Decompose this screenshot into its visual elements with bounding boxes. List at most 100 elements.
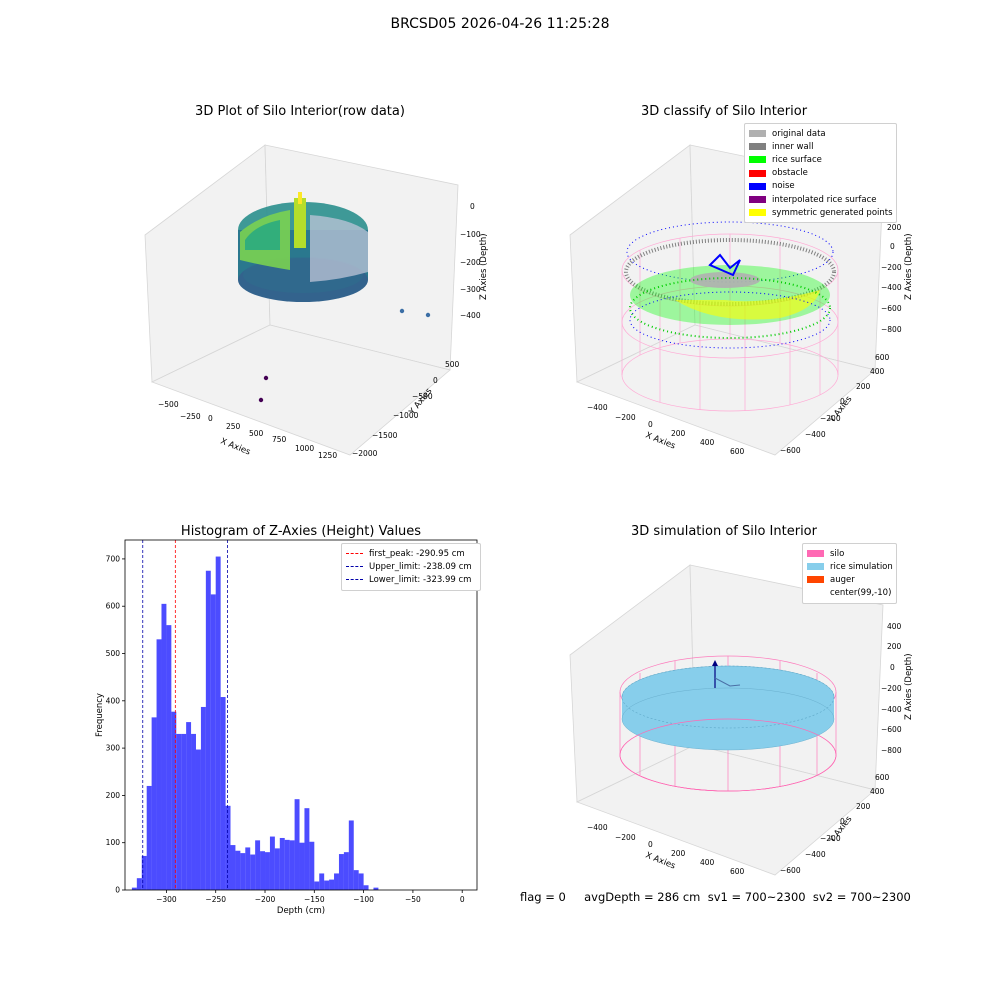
z-tick: 400	[887, 622, 902, 631]
legend-swatch-rice-surface	[749, 156, 766, 164]
y-tick: −200	[820, 834, 841, 843]
legend-entry: silo	[807, 547, 892, 560]
panel4-title: 3D simulation of Silo Interior	[631, 524, 817, 539]
histogram-bar	[269, 836, 275, 890]
histogram-bar	[304, 808, 310, 890]
histogram-bar	[284, 839, 290, 890]
z-tick: −200	[881, 684, 902, 693]
z-tick: 0	[890, 663, 895, 672]
histogram-bar	[348, 820, 354, 890]
histogram-bar	[289, 840, 295, 890]
legend-swatch-inner-wall	[749, 143, 766, 151]
z-tick: −400	[881, 283, 902, 292]
z-tick: −100	[460, 230, 481, 239]
x-tick-label: −300	[156, 895, 177, 904]
x-tick: 250	[226, 422, 241, 431]
simulation-3d-plot: −400 −200 0 200 400 600 −600 −400 −200 0…	[569, 564, 914, 876]
x-axis-label: Depth (cm)	[277, 906, 325, 916]
z-axis-label: Z Axies (Depth)	[479, 233, 489, 300]
x-tick: −400	[587, 403, 608, 412]
panel3-title: Histogram of Z-Axies (Height) Values	[180, 524, 422, 539]
y-tick: −600	[780, 446, 801, 455]
histogram-bar	[181, 733, 187, 890]
raw-data-3d-plot: −500 −250 0 250 500 750 1000 1250 −2000 …	[144, 144, 489, 460]
x-tick: 750	[272, 435, 287, 444]
histogram-bar	[299, 842, 305, 890]
histogram-bar	[141, 855, 147, 890]
legend-entry: rice simulation	[807, 560, 893, 573]
legend-entry: Upper_limit: -238.09 cm	[346, 560, 476, 573]
y-tick: −400	[805, 430, 826, 439]
y-tick-label: 300	[106, 744, 121, 753]
legend-entry: center(99,-10)	[807, 587, 892, 600]
histogram-bar	[363, 885, 369, 890]
y-tick: −1000	[393, 411, 419, 420]
y-tick: 600	[875, 353, 890, 362]
legend-entry: auger	[807, 573, 892, 586]
histogram-bar	[255, 840, 261, 890]
histogram-bar	[205, 570, 211, 890]
histogram-bar	[215, 556, 221, 890]
histogram-bar	[161, 603, 167, 890]
histogram-bar	[171, 711, 177, 890]
x-tick: 0	[208, 414, 213, 423]
y-tick-label: 700	[106, 554, 121, 563]
histogram-bar	[191, 733, 196, 890]
x-axis-label: X Axies	[219, 437, 252, 458]
z-tick: 200	[887, 223, 902, 232]
histogram-bar	[195, 749, 201, 890]
histogram-bar	[136, 878, 142, 890]
legend-entry: noise	[749, 180, 892, 193]
x-tick: 200	[671, 429, 686, 438]
histogram-bar	[274, 848, 280, 890]
z-tick: −300	[460, 285, 481, 294]
histogram-bar	[329, 879, 335, 890]
legend-swatch-silo	[807, 550, 824, 558]
y-tick: 600	[875, 773, 890, 782]
histogram-bar	[279, 837, 285, 890]
histogram-bar	[220, 697, 226, 890]
legend-line-lower-limit	[346, 579, 363, 581]
legend-entry: original data	[749, 127, 892, 140]
histogram-bar	[230, 845, 236, 890]
x-tick: 400	[700, 858, 715, 867]
y-tick: −1500	[372, 431, 398, 440]
z-tick: 0	[890, 242, 895, 251]
legend-entry: obstacle	[749, 167, 892, 180]
histogram-bar	[225, 805, 231, 890]
legend-swatch-rice-simulation	[807, 563, 824, 571]
legend-swatch-auger	[807, 576, 824, 584]
histogram-bar	[358, 873, 364, 890]
histogram-bar	[334, 873, 339, 890]
histogram-bar	[250, 854, 256, 890]
legend-swatch-obstacle	[749, 169, 766, 177]
x-tick-label: −150	[304, 895, 325, 904]
histogram-bar	[353, 870, 359, 890]
x-tick: −400	[587, 823, 608, 832]
simulation-legend: silo rice simulation auger center(99,-10…	[802, 543, 897, 604]
y-tick: 500	[445, 360, 460, 369]
legend-entry: rice surface	[749, 153, 892, 166]
x-tick: 400	[700, 438, 715, 447]
y-tick-label: 400	[106, 696, 121, 705]
panel2-title: 3D classify of Silo Interior	[640, 104, 808, 119]
x-tick: 1250	[318, 451, 337, 460]
legend-entry: symmetric generated points	[749, 206, 893, 219]
x-tick: 1000	[295, 444, 314, 453]
x-tick: 500	[249, 429, 264, 438]
x-tick: 600	[730, 867, 745, 876]
z-tick: −400	[881, 705, 902, 714]
z-tick: −800	[881, 746, 902, 755]
y-tick: −400	[805, 850, 826, 859]
z-tick: −600	[881, 304, 902, 313]
x-tick: 600	[730, 447, 745, 456]
y-axis-label: Frequency	[95, 693, 105, 737]
x-tick: −200	[615, 833, 636, 842]
legend-entry: first_peak: -290.95 cm	[346, 547, 476, 560]
y-tick: 200	[856, 802, 871, 811]
panel1-title: 3D Plot of Silo Interior(row data)	[195, 104, 405, 119]
histogram-bar	[319, 873, 325, 890]
x-tick: −200	[615, 413, 636, 422]
histogram-bar	[131, 887, 137, 890]
y-tick-label: 600	[106, 602, 121, 611]
